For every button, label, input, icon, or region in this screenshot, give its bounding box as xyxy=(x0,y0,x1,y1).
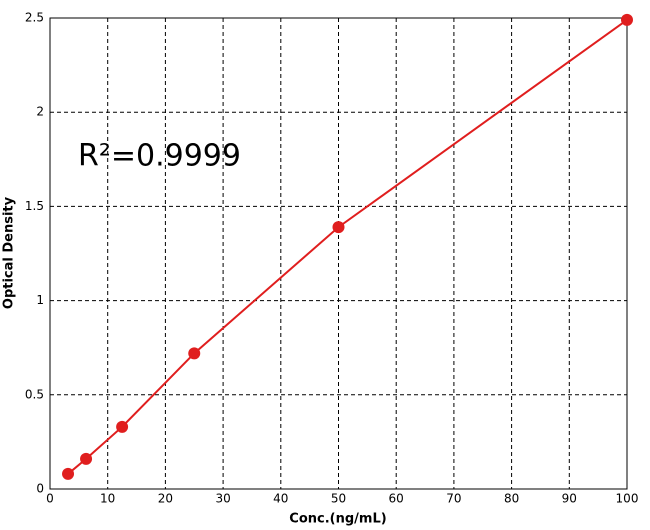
y-tick-label: 1.5 xyxy=(25,199,44,213)
data-point xyxy=(80,452,93,465)
annotation: R²=0.9999 xyxy=(78,139,241,174)
x-tick-label: 100 xyxy=(616,492,639,506)
data-point xyxy=(116,420,129,433)
x-tick-label: 50 xyxy=(331,492,346,506)
x-tick-label: 40 xyxy=(273,492,288,506)
y-tick-label: 0.5 xyxy=(25,387,44,401)
x-axis-title: Conc.(ng/mL) xyxy=(289,512,386,527)
data-point xyxy=(621,13,633,26)
x-tick-label: 0 xyxy=(46,492,54,506)
y-tick-label: 0 xyxy=(36,482,44,496)
data-point xyxy=(62,467,75,480)
y-tick-label: 2.5 xyxy=(25,11,44,25)
data-point xyxy=(188,347,201,360)
x-tick-label: 80 xyxy=(504,492,519,506)
data-point xyxy=(332,221,345,234)
y-axis-title: Optical Density xyxy=(2,196,17,309)
y-tick-label: 1 xyxy=(36,293,44,307)
x-tick-label: 60 xyxy=(389,492,404,506)
data-line xyxy=(67,19,628,475)
x-tick-label: 20 xyxy=(158,492,173,506)
plot-frame xyxy=(49,17,628,490)
x-tick-label: 90 xyxy=(562,492,577,506)
x-tick-label: 70 xyxy=(446,492,461,506)
y-tick-label: 2 xyxy=(36,105,44,119)
x-tick-label: 10 xyxy=(100,492,115,506)
x-tick-label: 30 xyxy=(215,492,230,506)
